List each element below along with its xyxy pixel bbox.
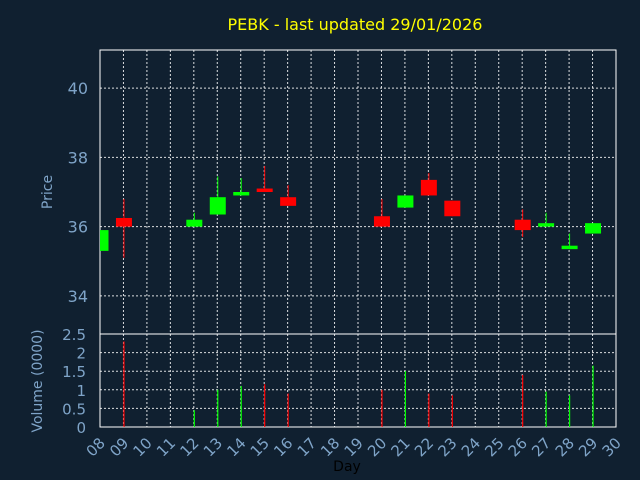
price-tick-label: 40 — [68, 79, 88, 98]
x-tick-label: 19 — [341, 434, 367, 460]
chart-title: PEBK - last updated 29/01/2026 — [228, 15, 483, 34]
x-tick-label: 28 — [552, 434, 578, 460]
x-tick-label: 21 — [388, 434, 414, 460]
x-tick-label: 24 — [458, 434, 484, 460]
volume-tick-label: 1 — [76, 382, 86, 400]
x-tick-label: 23 — [434, 434, 460, 460]
x-tick-label: 14 — [223, 434, 249, 460]
x-tick-label: 16 — [270, 434, 296, 460]
x-tick-label: 26 — [505, 434, 531, 460]
candle-body — [280, 197, 297, 206]
price-tick-label: 36 — [68, 218, 88, 237]
chart-marks-group: 34 36 38 40 00.511.522.5 08091011121314151617… — [62, 49, 625, 460]
x-tick-label: 15 — [247, 434, 273, 460]
x-tick-label: 17 — [294, 434, 320, 460]
candle-body — [186, 219, 203, 227]
x-tick-label: 27 — [528, 434, 554, 460]
x-tick-label: 10 — [130, 434, 156, 460]
x-tick-label: 09 — [106, 434, 132, 460]
candle-body — [514, 219, 531, 231]
volume-tick-label: 1.5 — [62, 363, 86, 381]
price-tick-label: 38 — [68, 148, 88, 167]
candle-body — [420, 179, 437, 196]
candle-body — [373, 216, 390, 227]
volume-tick-label: 0.5 — [62, 400, 86, 418]
volume-tick-label: 2.5 — [62, 326, 86, 344]
x-tick-label: 30 — [599, 434, 625, 460]
x-tick-label: 29 — [575, 434, 601, 460]
candle-body — [444, 200, 461, 217]
candle-body — [256, 188, 273, 192]
volume-tick-label: 2 — [76, 345, 86, 363]
volume-axis-label: Volume (0000) — [30, 329, 46, 432]
x-tick-label: 11 — [153, 434, 179, 460]
x-tick-label: 08 — [83, 434, 109, 460]
volume-plot-frame — [99, 333, 617, 428]
x-tick-label: 13 — [200, 434, 226, 460]
candle-body — [397, 195, 414, 208]
candle-body — [233, 192, 250, 196]
candle-body — [100, 230, 109, 251]
x-tick-label: 20 — [364, 434, 390, 460]
price-tick-label: 34 — [68, 287, 88, 306]
x-tick-label: 25 — [481, 434, 507, 460]
volume-tick-label: 0 — [76, 419, 86, 437]
x-tick-label: 18 — [317, 434, 343, 460]
candle-body — [115, 217, 132, 227]
price-axis-label: Price — [40, 175, 56, 209]
candle-body — [585, 223, 602, 234]
candle-body — [538, 223, 555, 227]
candle-body — [561, 245, 578, 250]
x-tick-label: 12 — [176, 434, 202, 460]
day-axis-label: Day — [333, 459, 361, 475]
x-tick-label: 22 — [411, 434, 437, 460]
candle-body — [209, 197, 226, 215]
